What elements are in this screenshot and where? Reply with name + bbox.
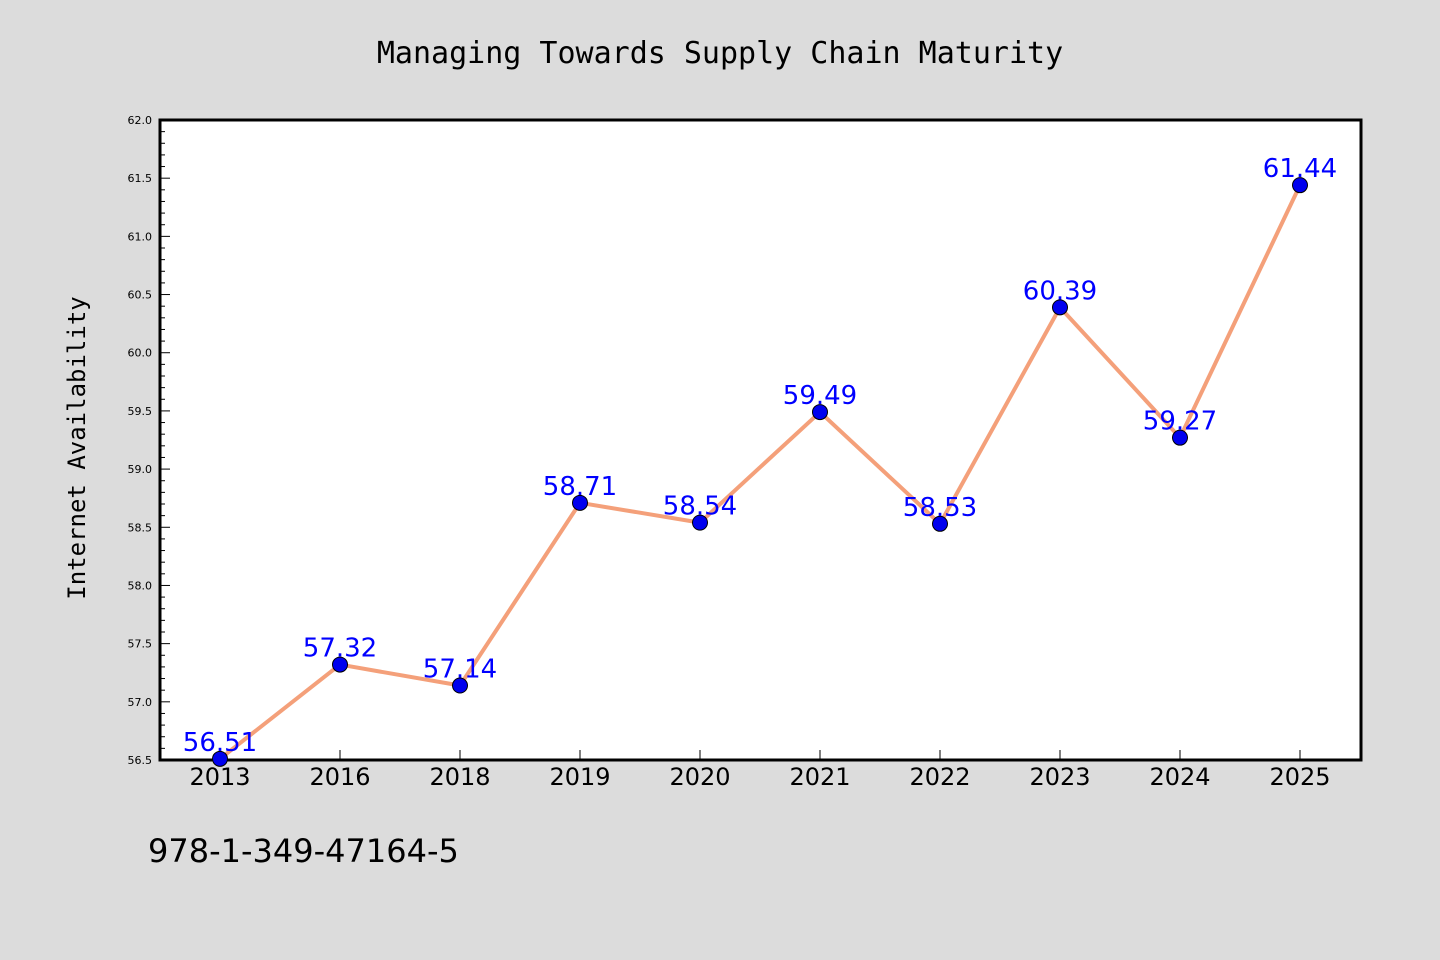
x-tick-label: 2021 (789, 763, 850, 791)
x-tick-label: 2023 (1029, 763, 1090, 791)
y-tick-label: 57.0 (128, 696, 153, 709)
y-tick-label: 58.5 (128, 521, 153, 534)
data-label: 57.32 (303, 634, 377, 664)
chart-title: Managing Towards Supply Chain Maturity (377, 36, 1063, 71)
data-label: 56.51 (183, 728, 257, 758)
data-point (1052, 299, 1068, 316)
data-label: 61.44 (1263, 154, 1337, 184)
y-tick-label: 62.0 (128, 114, 153, 127)
x-tick-label: 2016 (309, 763, 370, 791)
data-point (572, 494, 588, 511)
y-tick-label: 59.0 (128, 463, 153, 476)
y-tick-label: 58.0 (128, 579, 153, 592)
x-tick-label: 2013 (189, 763, 250, 791)
data-point (692, 514, 708, 531)
y-tick-label: 59.5 (128, 405, 153, 418)
footer-code: 978-1-349-47164-5 (148, 832, 459, 870)
y-axis-ticks: 56.5 57.0 57.5 58.0 58.5 59.0 59.5 60.0 60.5 61.0… (128, 114, 170, 767)
y-tick-label: 60.5 (128, 289, 153, 302)
x-tick-label: 2025 (1269, 763, 1330, 791)
y-tick-label: 60.0 (128, 347, 153, 360)
plot-area (158, 118, 1363, 762)
data-point (212, 750, 228, 767)
x-tick-label: 2018 (429, 763, 490, 791)
x-axis-ticks: 2013 2016 2018 2019 2020 2021 2022 2023 2024 2025 (189, 750, 1331, 791)
x-tick-label: 2019 (549, 763, 610, 791)
x-tick-label: 2022 (909, 763, 970, 791)
y-tick-label: 56.5 (128, 754, 153, 767)
series-layer: 56.51 57.32 57.14 58.71 58.54 59.49 58.53 60.39… (183, 154, 1337, 767)
x-tick-label: 2024 (1149, 763, 1210, 791)
data-point (332, 656, 348, 673)
data-label: 58.53 (903, 493, 977, 523)
data-label: 59.49 (783, 381, 857, 411)
y-tick-label: 61.0 (128, 230, 153, 243)
data-point (812, 404, 828, 421)
data-point (932, 515, 948, 532)
y-tick-label: 61.5 (128, 172, 153, 185)
data-label: 58.71 (543, 472, 617, 502)
data-point (1292, 177, 1308, 194)
x-tick-label: 2020 (669, 763, 730, 791)
data-label: 59.27 (1143, 407, 1217, 437)
y-tick-label: 57.5 (128, 638, 153, 651)
data-label: 60.39 (1023, 276, 1097, 306)
data-label: 58.54 (663, 492, 737, 522)
series-line (218, 183, 1302, 761)
data-point (1172, 429, 1188, 446)
y-axis-label: Internet Availability (63, 296, 91, 599)
data-label: 57.14 (423, 655, 497, 685)
data-point (452, 677, 468, 694)
